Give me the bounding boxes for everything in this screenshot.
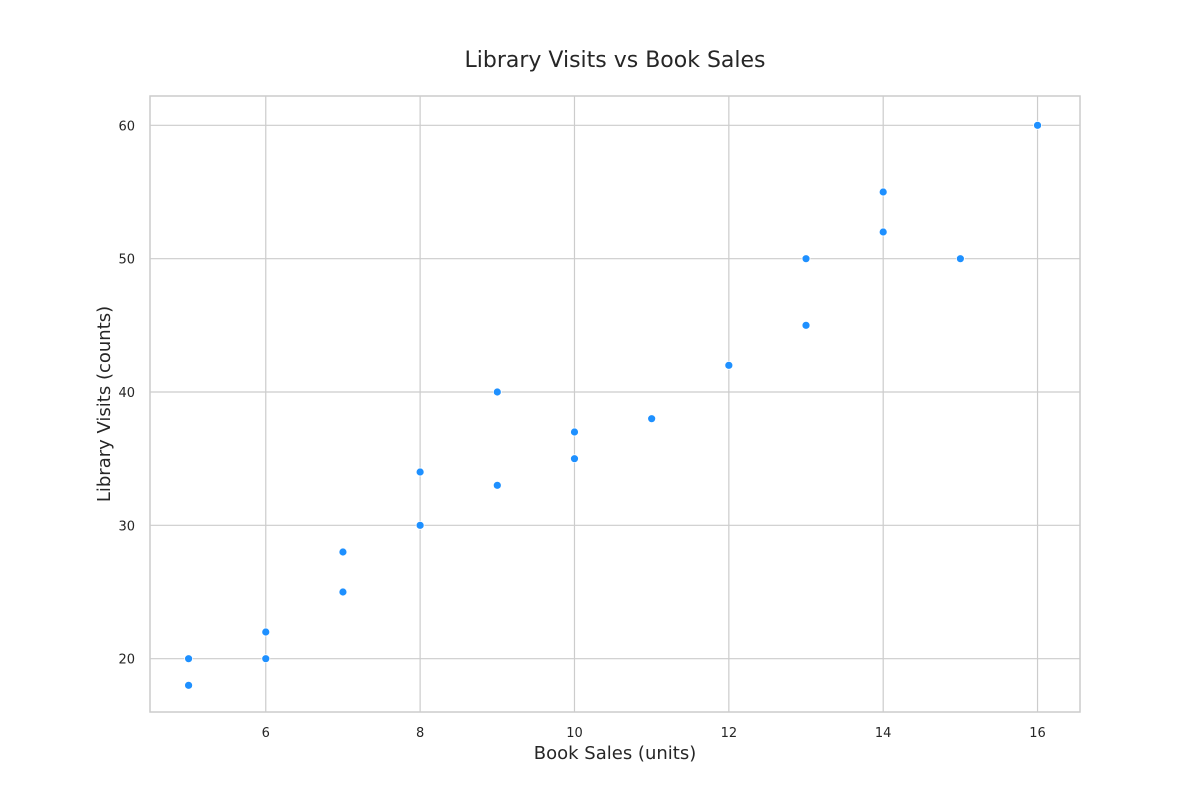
- data-point: [801, 320, 811, 330]
- data-point: [570, 454, 579, 464]
- x-tick-label: 14: [875, 726, 892, 741]
- data-point: [724, 360, 734, 370]
- data-point: [261, 627, 271, 637]
- y-tick-label: 30: [118, 519, 135, 534]
- x-axis-label: Book Sales (units): [534, 743, 696, 764]
- data-point: [338, 547, 348, 557]
- grid: [150, 96, 1080, 712]
- data-point: [415, 467, 425, 477]
- data-point: [878, 187, 888, 197]
- y-axis-label: Library Visits (counts): [94, 306, 115, 502]
- y-tick-label: 50: [118, 253, 135, 268]
- y-tick-label: 20: [118, 653, 135, 668]
- x-tick-label: 6: [262, 726, 270, 741]
- x-tick-label: 12: [721, 726, 738, 741]
- data-point: [570, 427, 579, 437]
- data-point: [338, 587, 348, 597]
- data-point: [184, 654, 193, 664]
- data-point: [801, 254, 811, 264]
- data-point: [647, 414, 657, 424]
- data-point: [492, 480, 502, 490]
- y-tick-label: 40: [118, 386, 135, 401]
- data-point: [878, 227, 888, 237]
- y-tick-labels: 20 30 40 50 60: [118, 119, 135, 667]
- data-point: [184, 680, 193, 690]
- data-point: [1033, 120, 1042, 130]
- plot-frame: [149, 95, 1081, 713]
- chart-title: Library Visits vs Book Sales: [464, 48, 765, 73]
- x-tick-label: 10: [566, 726, 583, 741]
- x-tick-label: 16: [1029, 726, 1046, 741]
- data-point: [261, 654, 271, 664]
- x-tick-label: 8: [416, 726, 424, 741]
- data-points: [184, 120, 1042, 690]
- data-point: [492, 387, 502, 397]
- x-tick-labels: 6 8 10 12 14 16: [262, 726, 1046, 741]
- y-tick-label: 60: [118, 119, 135, 134]
- data-point: [955, 254, 965, 264]
- data-point: [415, 520, 425, 530]
